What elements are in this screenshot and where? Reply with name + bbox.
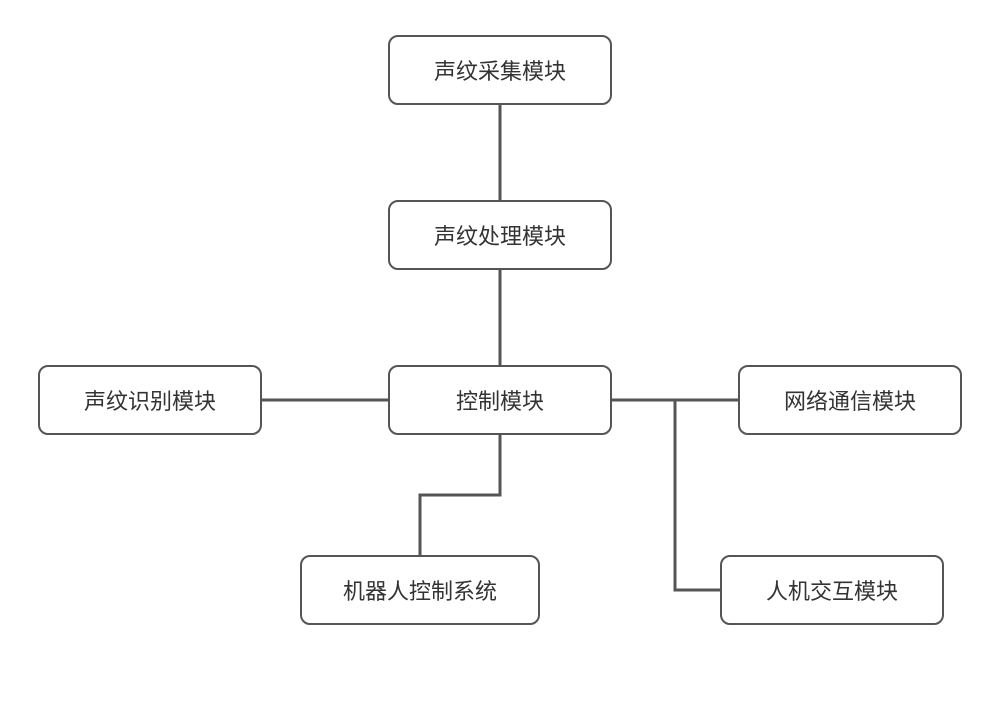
node-network: 网络通信模块	[738, 365, 962, 435]
node-control-label: 控制模块	[456, 384, 544, 416]
node-robot-label: 机器人控制系统	[343, 574, 497, 606]
edge	[420, 435, 500, 555]
node-network-label: 网络通信模块	[784, 384, 916, 416]
node-recognize-label: 声纹识别模块	[84, 384, 216, 416]
node-recognize: 声纹识别模块	[38, 365, 262, 435]
node-process: 声纹处理模块	[388, 200, 612, 270]
node-collect-label: 声纹采集模块	[434, 54, 566, 86]
node-hmi-label: 人机交互模块	[766, 574, 898, 606]
node-control: 控制模块	[388, 365, 612, 435]
node-collect: 声纹采集模块	[388, 35, 612, 105]
node-process-label: 声纹处理模块	[434, 219, 566, 251]
node-robot: 机器人控制系统	[300, 555, 540, 625]
edge	[675, 400, 720, 590]
node-hmi: 人机交互模块	[720, 555, 944, 625]
